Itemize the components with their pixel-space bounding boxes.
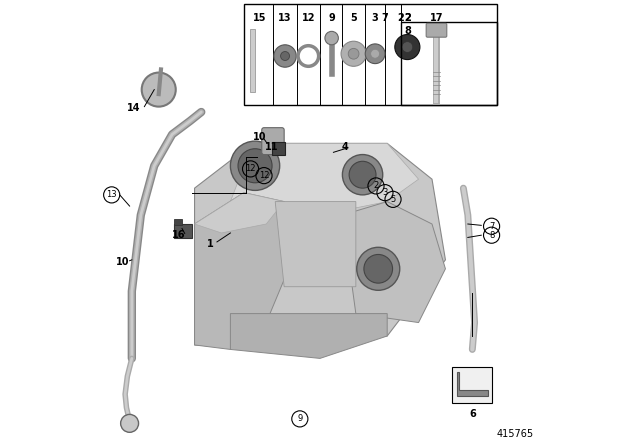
Text: 2: 2 bbox=[404, 13, 411, 23]
Text: 12: 12 bbox=[259, 171, 269, 180]
Circle shape bbox=[325, 31, 339, 45]
Text: 10: 10 bbox=[253, 132, 266, 142]
Text: 7: 7 bbox=[381, 13, 388, 23]
Bar bbox=[401, 22, 497, 105]
Text: 1: 1 bbox=[207, 239, 214, 249]
Circle shape bbox=[402, 42, 413, 52]
Text: 2: 2 bbox=[397, 13, 404, 23]
Circle shape bbox=[365, 44, 385, 64]
Text: 3: 3 bbox=[372, 13, 378, 23]
Text: 17: 17 bbox=[429, 13, 444, 23]
Circle shape bbox=[141, 73, 176, 107]
Bar bbox=[244, 4, 497, 105]
Polygon shape bbox=[342, 202, 445, 323]
Text: 15: 15 bbox=[253, 13, 267, 23]
Circle shape bbox=[395, 34, 420, 60]
FancyBboxPatch shape bbox=[174, 219, 182, 225]
Circle shape bbox=[349, 161, 376, 188]
Circle shape bbox=[342, 155, 383, 195]
Bar bbox=[452, 367, 493, 403]
Text: 13: 13 bbox=[278, 13, 292, 23]
Text: 3: 3 bbox=[382, 188, 388, 197]
Text: 11: 11 bbox=[266, 142, 279, 152]
Polygon shape bbox=[457, 372, 488, 396]
Text: 8: 8 bbox=[404, 26, 412, 36]
Text: 7: 7 bbox=[489, 222, 494, 231]
Text: 13: 13 bbox=[106, 190, 117, 199]
Circle shape bbox=[341, 41, 366, 66]
Text: 5: 5 bbox=[390, 195, 396, 204]
Polygon shape bbox=[195, 193, 289, 349]
Polygon shape bbox=[275, 202, 356, 287]
Circle shape bbox=[364, 254, 392, 283]
Text: 8: 8 bbox=[489, 231, 494, 240]
Text: 9: 9 bbox=[297, 414, 303, 423]
Circle shape bbox=[371, 49, 380, 58]
Text: 415765: 415765 bbox=[496, 429, 534, 439]
Text: 4: 4 bbox=[341, 142, 348, 152]
FancyBboxPatch shape bbox=[426, 23, 447, 37]
FancyBboxPatch shape bbox=[173, 224, 192, 238]
Circle shape bbox=[274, 45, 296, 67]
Circle shape bbox=[356, 247, 400, 290]
FancyBboxPatch shape bbox=[250, 29, 255, 92]
FancyBboxPatch shape bbox=[262, 128, 284, 155]
Circle shape bbox=[280, 52, 289, 60]
Text: 9: 9 bbox=[328, 13, 335, 23]
Text: 2: 2 bbox=[404, 13, 411, 23]
Text: 10: 10 bbox=[116, 257, 130, 267]
Text: 12: 12 bbox=[245, 164, 256, 173]
Polygon shape bbox=[195, 143, 445, 349]
Circle shape bbox=[121, 414, 139, 432]
Polygon shape bbox=[230, 143, 419, 215]
Text: 12: 12 bbox=[301, 13, 315, 23]
Text: 5: 5 bbox=[350, 13, 357, 23]
Text: 14: 14 bbox=[127, 103, 141, 112]
Text: 6: 6 bbox=[469, 409, 476, 419]
Circle shape bbox=[230, 141, 280, 190]
Circle shape bbox=[348, 48, 359, 59]
Polygon shape bbox=[195, 193, 284, 233]
Circle shape bbox=[238, 149, 272, 183]
Text: 16: 16 bbox=[172, 230, 186, 240]
Polygon shape bbox=[230, 314, 387, 358]
FancyBboxPatch shape bbox=[272, 142, 285, 155]
Text: 2: 2 bbox=[373, 181, 379, 190]
